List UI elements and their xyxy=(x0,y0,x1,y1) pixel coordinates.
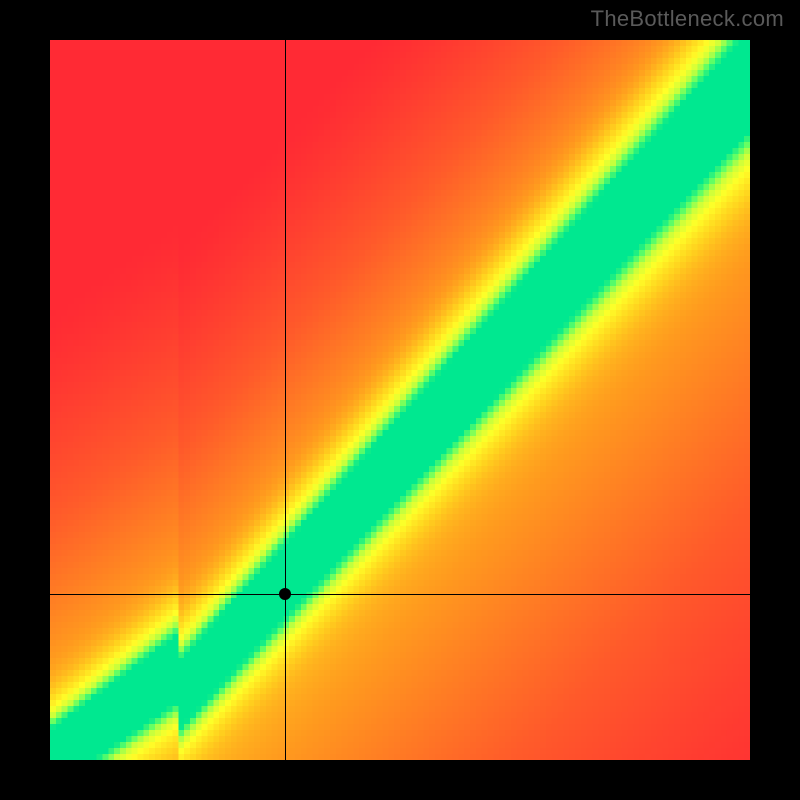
watermark-text: TheBottleneck.com xyxy=(591,6,784,32)
crosshair-vertical xyxy=(285,40,286,760)
bottleneck-heatmap xyxy=(50,40,750,760)
crosshair-horizontal xyxy=(50,594,750,595)
crosshair-dot xyxy=(279,588,291,600)
heatmap-plot xyxy=(50,40,750,760)
